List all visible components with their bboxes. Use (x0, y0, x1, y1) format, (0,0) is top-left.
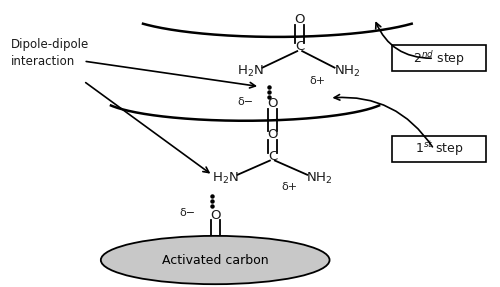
Text: O: O (267, 97, 278, 110)
Text: H$_2$N: H$_2$N (236, 63, 264, 79)
Text: C: C (268, 150, 277, 163)
Text: δ−: δ− (237, 97, 253, 107)
Text: Activated carbon: Activated carbon (162, 253, 268, 267)
Text: C: C (295, 40, 304, 53)
Text: δ+: δ+ (309, 76, 325, 86)
Text: NH$_2$: NH$_2$ (306, 171, 333, 186)
Text: NH$_2$: NH$_2$ (334, 63, 360, 79)
Text: δ+: δ+ (282, 182, 298, 192)
Text: δ−: δ− (180, 208, 196, 218)
Text: Dipole-dipole
interaction: Dipole-dipole interaction (12, 38, 90, 67)
FancyBboxPatch shape (392, 45, 486, 71)
Ellipse shape (101, 236, 330, 284)
Text: 1$^{st}$ step: 1$^{st}$ step (414, 140, 464, 158)
FancyBboxPatch shape (392, 136, 486, 162)
Text: H$_2$N: H$_2$N (212, 171, 238, 186)
Text: 2$^{nd}$ step: 2$^{nd}$ step (413, 49, 465, 68)
Text: O: O (210, 209, 220, 222)
Text: O: O (294, 13, 305, 26)
Text: O: O (267, 129, 278, 141)
